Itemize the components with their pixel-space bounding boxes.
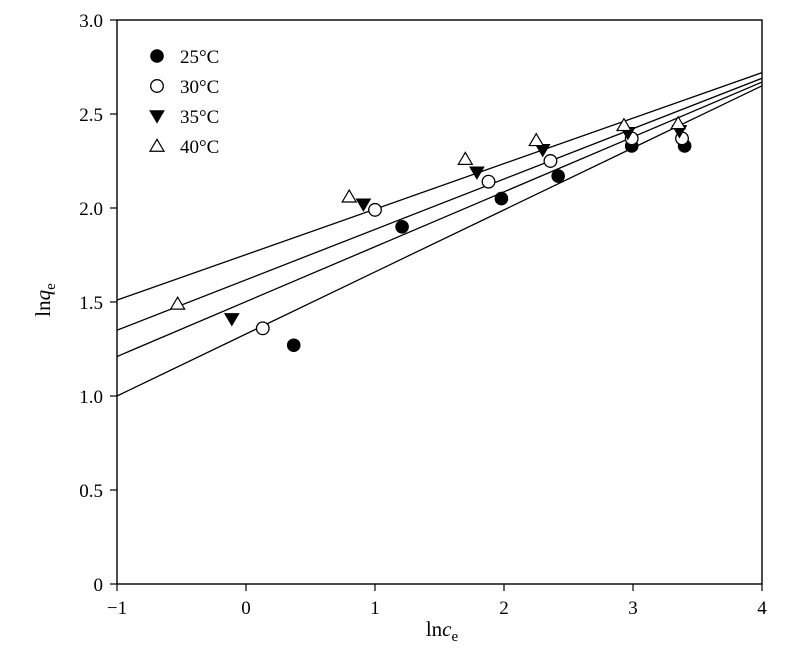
x-tick-label: −1 xyxy=(107,598,127,619)
x-tick-label: 2 xyxy=(499,598,509,619)
x-tick-label: 0 xyxy=(241,598,251,619)
y-tick-label: 2.0 xyxy=(79,199,103,220)
y-tick-label: 3.0 xyxy=(79,11,103,32)
y-tick-label: 1.0 xyxy=(79,387,103,408)
data-point xyxy=(341,188,358,203)
ticks: −1 0 1 2 3 400.51.01.52.02.53.0 xyxy=(79,11,767,619)
fit-line xyxy=(117,81,762,358)
data-point xyxy=(551,169,565,183)
data-point xyxy=(528,132,545,147)
data-point xyxy=(395,220,409,234)
x-tick-label: 1 xyxy=(370,598,380,619)
x-axis-title: lnce xyxy=(426,617,459,645)
legend-marker xyxy=(150,79,164,93)
data-point xyxy=(355,198,372,212)
legend-label: 30°C xyxy=(180,77,219,98)
data-point xyxy=(534,143,551,158)
data-point xyxy=(494,191,509,206)
data-point xyxy=(615,117,633,132)
y-tick-label: 0 xyxy=(94,575,104,596)
data-point xyxy=(368,202,382,217)
data-point xyxy=(481,174,496,189)
legend-label: 35°C xyxy=(180,107,219,128)
x-tick-label: 3 xyxy=(628,598,638,619)
legend-marker xyxy=(148,138,166,152)
fit-line xyxy=(117,85,762,397)
y-axis-title: lnqe xyxy=(31,283,59,317)
data-point xyxy=(223,313,240,327)
axis-titles: lnce lnqe xyxy=(31,283,459,645)
y-tick-label: 2.5 xyxy=(79,105,103,126)
legend-label: 25°C xyxy=(180,47,219,68)
legend: 25°C 30°C 35°C 40°C xyxy=(148,47,219,158)
data-point xyxy=(670,115,687,130)
data-point xyxy=(255,321,270,336)
data-point xyxy=(286,338,301,353)
fit-lines xyxy=(117,72,762,397)
legend-marker xyxy=(149,110,165,124)
data-point xyxy=(469,166,485,180)
x-tick-label: 4 xyxy=(757,598,767,619)
data-point xyxy=(169,296,186,310)
plot-frame xyxy=(116,19,763,585)
legend-marker xyxy=(150,49,164,63)
y-tick-label: 0.5 xyxy=(79,481,103,502)
y-tick-label: 1.5 xyxy=(79,293,103,314)
fit-line xyxy=(117,72,762,301)
data-point xyxy=(543,154,558,168)
fit-line xyxy=(117,77,762,331)
data-points xyxy=(169,115,692,353)
legend-label: 40°C xyxy=(180,137,219,158)
axes xyxy=(116,19,763,585)
data-point xyxy=(457,151,474,165)
